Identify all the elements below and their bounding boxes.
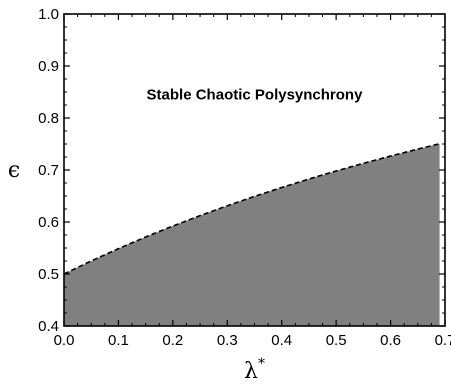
x-tick-label: 0.6: [380, 332, 401, 349]
tick-mark-layer: [63, 13, 446, 327]
stable-region-fill-layer: [64, 143, 440, 326]
y-tick-label: 1.0: [38, 6, 59, 23]
x-axis-label: λ*: [244, 356, 265, 384]
x-axis-label-symbol: λ: [244, 359, 258, 384]
boundary-curve-layer: [63, 142, 440, 275]
axis-label-layer: λ* ϵ: [8, 158, 265, 384]
x-tick-label: 0.3: [217, 332, 238, 349]
tick-label-layer: 0.0 0.1 0.2 0.3 0.4 0.5 0.6 0.7 0.4 0.5 0.6 0.7 0.8 0…: [38, 6, 451, 349]
annotation-layer: Stable Chaotic Polysynchrony: [147, 87, 364, 104]
x-tick-label: 0.1: [108, 332, 129, 349]
x-tick-label: 0.4: [271, 332, 292, 349]
y-tick-label: 0.7: [38, 162, 59, 179]
y-tick-label: 0.9: [38, 58, 59, 75]
y-tick-label: 0.5: [38, 266, 59, 283]
y-tick-label: 0.6: [38, 214, 59, 231]
y-tick-label: 0.4: [38, 318, 59, 335]
stability-boundary-curve: [63, 142, 440, 275]
x-tick-label: 0.2: [162, 332, 183, 349]
x-tick-label: 0.7: [435, 332, 451, 349]
x-tick-label: 0.0: [54, 332, 75, 349]
y-tick-label: 0.8: [38, 110, 59, 127]
region-annotation-label: Stable Chaotic Polysynchrony: [147, 87, 364, 104]
stable-region-fill: [64, 143, 440, 326]
x-tick-label: 0.5: [326, 332, 347, 349]
y-axis-label: ϵ: [8, 158, 20, 183]
x-axis-label-superscript: *: [258, 356, 265, 372]
